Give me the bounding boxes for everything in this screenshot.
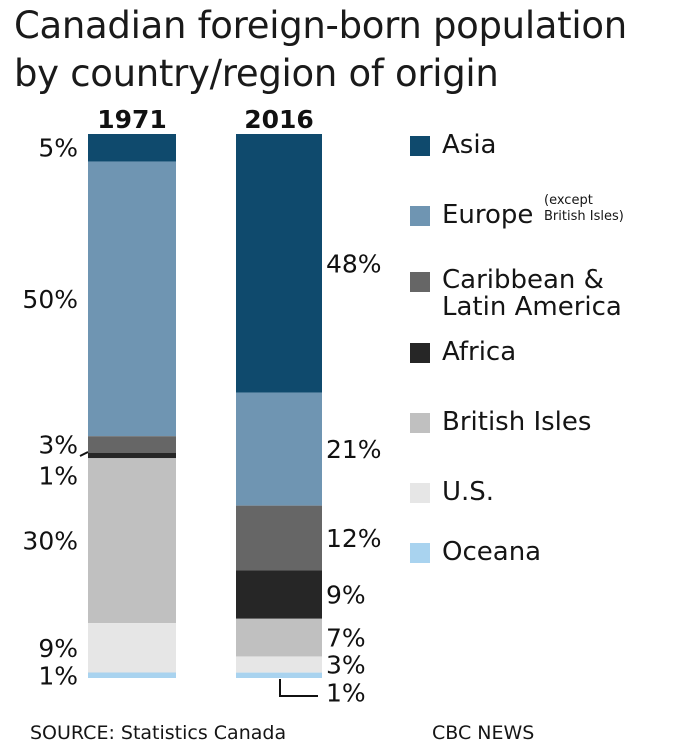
title-line-2: by country/region of origin xyxy=(14,52,499,95)
value-label-2016-asia: 48% xyxy=(326,249,382,278)
bar-1971-caribbean-latin-america xyxy=(88,436,176,453)
value-label-2016-oceana: 1% xyxy=(326,678,366,707)
value-label-1971-africa: 1% xyxy=(38,461,78,490)
legend-note-europe-2: British Isles) xyxy=(544,209,624,224)
value-label-1971-europe-except-british-isles: 50% xyxy=(22,285,78,314)
bar-2016-u-s xyxy=(236,656,322,673)
legend-label-asia: Asia xyxy=(442,130,497,160)
bar-1971-asia xyxy=(88,134,176,162)
value-label-2016-u-s: 3% xyxy=(326,651,366,680)
legend-label-caribbean-2: Latin America xyxy=(442,292,622,322)
bar-1971-europe-except-british-isles xyxy=(88,161,176,437)
bar-1971-africa xyxy=(88,452,176,459)
value-label-2016-caribbean-latin-america: 12% xyxy=(326,524,382,553)
legend-label-british-isles: British Isles xyxy=(442,407,592,437)
bar-header-1971: 1971 xyxy=(97,105,167,134)
value-label-1971-british-isles: 30% xyxy=(22,527,78,556)
bar-2016-british-isles xyxy=(236,618,322,657)
legend-swatch-caribbean xyxy=(410,272,430,292)
bar-1971-british-isles xyxy=(88,458,176,624)
bar-2016-africa xyxy=(236,570,322,619)
legend-label-caribbean-1: Caribbean & xyxy=(442,265,604,295)
bar-1971-oceana xyxy=(88,672,176,678)
legend-swatch-asia xyxy=(410,136,430,156)
value-label-1971-caribbean-latin-america: 3% xyxy=(38,430,78,459)
legend-note-europe-1: (except xyxy=(544,193,593,208)
source-note: SOURCE: Statistics Canada xyxy=(30,722,287,744)
credit-note: CBC NEWS xyxy=(432,722,535,744)
legend-label-oceana: Oceana xyxy=(442,537,542,567)
legend-label-africa: Africa xyxy=(442,337,517,367)
legend-swatch-us xyxy=(410,483,430,503)
value-label-1971-oceana: 1% xyxy=(38,661,78,690)
legend-swatch-africa xyxy=(410,343,430,363)
value-label-2016-africa: 9% xyxy=(326,581,366,610)
value-label-1971-asia: 5% xyxy=(38,134,78,163)
title-line-1: Canadian foreign-born population xyxy=(14,4,627,47)
legend-label-us: U.S. xyxy=(442,477,495,507)
bar-2016-europe-except-british-isles xyxy=(236,392,322,506)
value-label-2016-europe-except-british-isles: 21% xyxy=(326,435,382,464)
bar-2016-asia xyxy=(236,134,322,393)
bar-2016-oceana xyxy=(236,672,322,678)
chart-title: Canadian foreign-born population by coun… xyxy=(14,2,664,98)
bar-2016-caribbean-latin-america xyxy=(236,505,322,571)
legend-swatch-europe xyxy=(410,206,430,226)
bar-header-2016: 2016 xyxy=(244,105,314,134)
legend-swatch-oceana xyxy=(410,543,430,563)
leader-line-2016-oceana xyxy=(279,679,318,697)
bar-1971-u-s xyxy=(88,623,176,673)
value-label-2016-british-isles: 7% xyxy=(326,624,366,653)
leader-line-1971-africa xyxy=(79,451,89,457)
legend-swatch-british-isles xyxy=(410,413,430,433)
value-label-1971-u-s: 9% xyxy=(38,634,78,663)
legend-label-europe: Europe xyxy=(442,200,534,230)
